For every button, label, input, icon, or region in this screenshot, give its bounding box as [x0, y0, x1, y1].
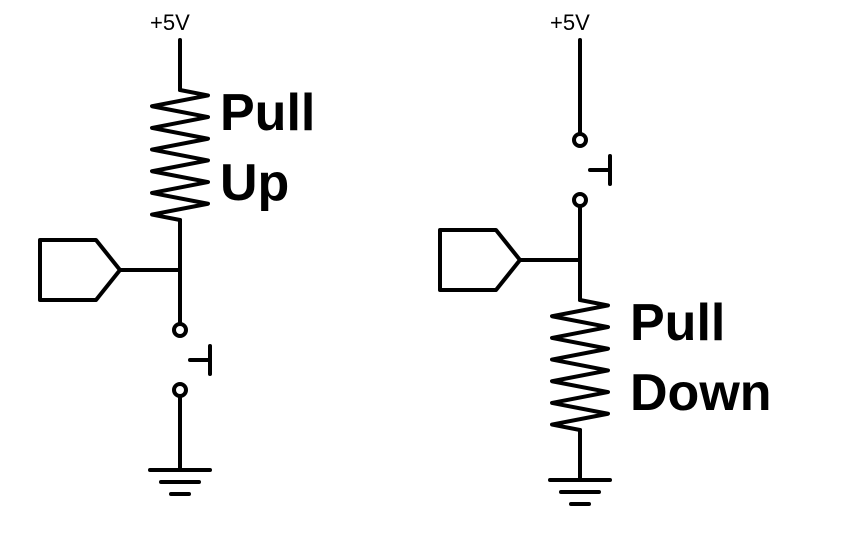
- circuit-pullup: +5V Pull Up: [40, 10, 315, 494]
- voltage-label: +5V: [150, 10, 190, 35]
- voltage-label: +5V: [550, 10, 590, 35]
- switch-terminal: [174, 324, 186, 336]
- resistor: [552, 300, 608, 430]
- logic-gate: [440, 230, 520, 290]
- logic-gate: [40, 240, 120, 300]
- resistor: [152, 90, 208, 220]
- title-line2: Down: [630, 364, 772, 422]
- title-line1: Pull: [220, 84, 315, 142]
- title-line2: Up: [220, 154, 289, 212]
- circuit-pulldown: +5V Pull Down: [440, 10, 772, 504]
- circuit-diagram: +5V Pull Up +5V Pull Down: [0, 0, 850, 554]
- switch-terminal: [574, 134, 586, 146]
- title-line1: Pull: [630, 294, 725, 352]
